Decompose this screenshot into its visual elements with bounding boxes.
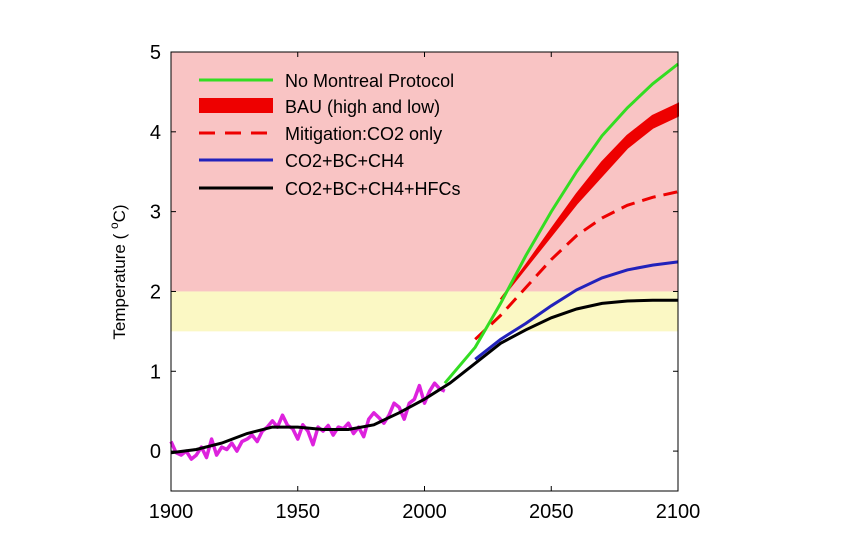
- y-tick-label: 3: [150, 202, 161, 224]
- legend-label: No Montreal Protocol: [285, 71, 454, 91]
- legend-label: Mitigation:CO2 only: [285, 124, 442, 144]
- series-co2-bc-ch4-hfcs: [170, 298, 678, 455]
- x-tick-label: 2100: [656, 501, 701, 523]
- y-tick-label: 0: [150, 441, 161, 463]
- legend-label: CO2+BC+CH4+HFCs: [285, 179, 461, 199]
- y-tick-label: 4: [150, 122, 161, 144]
- legend-swatch: [199, 98, 273, 113]
- y-axis-label: Temperature ( oC): [107, 204, 129, 339]
- legend: No Montreal Protocol BAU (high and low) Mi…: [199, 71, 461, 199]
- x-tick-label: 2000: [402, 501, 447, 523]
- x-tick-label: 1950: [276, 501, 321, 523]
- series-co2-bc-ch4: [474, 260, 679, 361]
- y-tick-label: 1: [150, 361, 161, 383]
- y-tick-label: 5: [150, 42, 161, 64]
- series-observed: [169, 381, 446, 461]
- x-tick-label: 2050: [529, 501, 574, 523]
- axis-ticks: 1900 1950 2000 2050 2100 0 1 2 3 4 5: [149, 42, 701, 523]
- plot-lines: [169, 62, 679, 461]
- series-mitigation-co2: [474, 190, 679, 341]
- legend-label: BAU (high and low): [285, 97, 440, 117]
- legend-label: CO2+BC+CH4: [285, 151, 404, 171]
- x-tick-label: 1900: [149, 501, 194, 523]
- band-1: [171, 291, 678, 332]
- y-tick-label: 2: [150, 281, 161, 303]
- series-no-montreal: [443, 62, 679, 385]
